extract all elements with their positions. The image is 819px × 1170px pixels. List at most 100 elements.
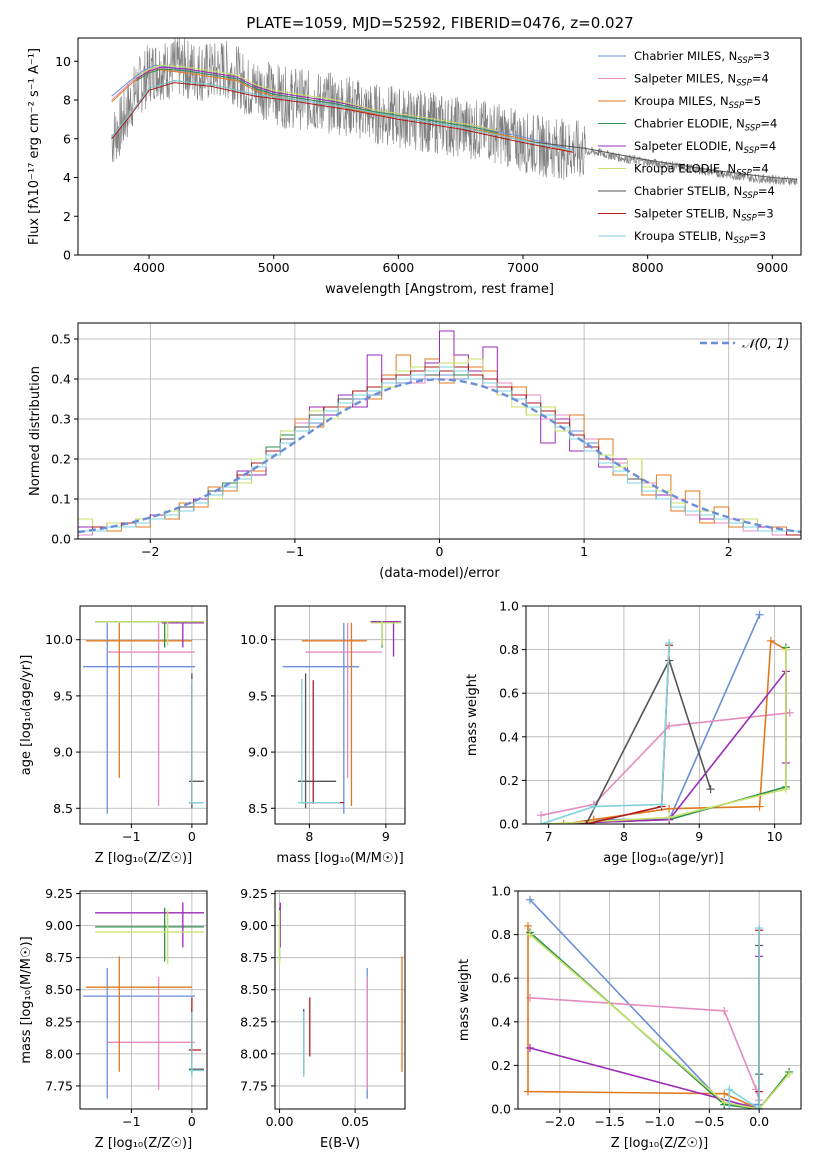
x-tick-label: −1 — [122, 1114, 140, 1129]
y-axis-label: mass weight — [457, 959, 472, 1041]
x-axis-label: Z [log₁₀(Z/Z☉)] — [95, 851, 192, 866]
x-tick-label: 8 — [305, 829, 313, 844]
panel-residuals: −2 −1 0 1 2 0.0 0.1 0.2 0.3 0.4 0.5 (data-model)/er… — [28, 322, 802, 581]
model-spectrum-line — [111, 82, 573, 153]
y-tick-label: 8.25 — [240, 1014, 268, 1029]
x-tick-label: 5000 — [258, 260, 290, 275]
model-spectrum-line — [111, 80, 573, 151]
weight-series-line — [593, 614, 761, 821]
legend: Chabrier MILES, NSSP=3 Salpeter MILES, NS… — [598, 49, 777, 246]
y-axis-label: Normed distribution — [28, 366, 43, 496]
weight-series-line — [540, 643, 670, 824]
y-tick-label: 0.4 — [51, 372, 71, 387]
y-tick-label: 8.5 — [53, 801, 73, 816]
y-axis-label: mass [log₁₀(M/M☉)] — [19, 936, 34, 1063]
y-tick-label: 0.2 — [491, 1058, 511, 1073]
y-tick-label: 7.75 — [45, 1078, 73, 1093]
weight-series-line — [529, 997, 760, 1101]
y-axis-label: Flux [fλ10⁻¹⁷ erg cm⁻² s⁻¹ A⁻¹] — [27, 48, 42, 245]
y-tick-label: 9.00 — [45, 918, 73, 933]
legend-label: Kroupa STELIB, NSSP=3 — [634, 229, 766, 246]
panel-spectrum: 4000 5000 6000 7000 8000 9000 0 2 4 6 8 10 wavelengt… — [27, 37, 802, 297]
y-tick-label: 0.3 — [51, 412, 71, 427]
x-tick-label: 4000 — [133, 260, 165, 275]
plot-frame — [79, 605, 208, 825]
x-tick-label: 7000 — [507, 260, 539, 275]
x-tick-label: −1 — [122, 829, 140, 844]
x-tick-label: 8 — [620, 829, 628, 844]
legend-label: 𝒩(0, 1) — [742, 337, 789, 352]
y-tick-label: 1.0 — [491, 884, 511, 899]
y-tick-label: 9.25 — [240, 886, 268, 901]
y-tick-label: 8.5 — [248, 801, 268, 816]
plot-frame — [274, 890, 406, 1110]
y-tick-label: 8.75 — [45, 950, 73, 965]
legend-label: Salpeter MILES, NSSP=4 — [634, 72, 769, 89]
panel-weight_vs_Z: −2.0 −1.5 −1.0 −0.5 0.0 0.0 0.2 0.4 0.6 0.8 1.0 Z [… — [457, 884, 802, 1151]
y-tick-label: 0.5 — [51, 332, 71, 347]
legend-label: Salpeter ELODIE, NSSP=4 — [634, 139, 776, 156]
y-tick-label: 0.2 — [51, 452, 71, 467]
legend-label: Salpeter STELIB, NSSP=3 — [634, 207, 774, 224]
legend-label: Chabrier MILES, NSSP=3 — [634, 49, 770, 66]
plot-area — [83, 902, 204, 1099]
panel-age_vs_Z: −1 0 8.5 9.0 9.5 10.0 Z [log₁₀(Z/Z☉)] age [log₁… — [19, 605, 208, 866]
weight-series-line — [540, 712, 790, 817]
x-tick-label: −1.0 — [644, 1114, 674, 1129]
y-tick-label: 0.0 — [491, 1102, 511, 1117]
x-tick-label: −1.5 — [594, 1114, 624, 1129]
plot-area — [278, 902, 403, 1099]
x-axis-label: mass [log₁₀(M/M☉)] — [276, 851, 403, 866]
y-tick-label: 0.4 — [499, 729, 519, 744]
y-tick-label: 0.6 — [491, 971, 511, 986]
y-tick-label: 1.0 — [499, 599, 519, 614]
y-tick-label: 10.0 — [240, 632, 268, 647]
y-tick-label: 9.00 — [240, 918, 268, 933]
panel-age_vs_mass: 8 9 8.5 9.0 9.5 10.0 mass [log₁₀(M/M☉)] — [240, 605, 406, 866]
y-tick-label: 0.4 — [491, 1014, 511, 1029]
y-tick-label: 0.6 — [499, 686, 519, 701]
y-tick-label: 0.8 — [491, 927, 511, 942]
y-tick-label: 10 — [55, 54, 71, 69]
x-tick-label: 9000 — [756, 260, 788, 275]
x-tick-label: 9 — [382, 829, 390, 844]
x-tick-label: 0.05 — [341, 1114, 369, 1129]
plot-frame — [517, 890, 802, 1110]
y-tick-label: 8.50 — [240, 982, 268, 997]
plot-area — [111, 38, 798, 186]
plot-area — [282, 620, 402, 814]
y-tick-label: 9.5 — [248, 688, 268, 703]
plot-area — [78, 330, 801, 539]
histogram-series — [78, 366, 801, 539]
x-axis-label: Z [log₁₀(Z/Z☉)] — [95, 1136, 192, 1151]
figure-title: PLATE=1059, MJD=52592, FIBERID=0476, z=0… — [246, 14, 633, 32]
y-axis-label: age [log₁₀(age/yr)] — [19, 655, 34, 776]
plot-frame — [525, 605, 802, 825]
plot-area — [523, 895, 794, 1109]
panel-weight_vs_age: 7 8 9 10 0.0 0.2 0.4 0.6 0.8 1.0 age [log₁₀(age/yr… — [465, 599, 802, 866]
y-tick-label: 8.00 — [240, 1046, 268, 1061]
y-tick-label: 9.0 — [248, 745, 268, 760]
weight-series-line — [527, 925, 760, 1109]
x-axis-label: wavelength [Angstrom, rest frame] — [325, 282, 554, 297]
plot-frame — [79, 890, 208, 1110]
legend-label: Chabrier ELODIE, NSSP=4 — [634, 117, 777, 134]
plot-frame — [77, 322, 802, 540]
x-axis-label: E(B-V) — [320, 1136, 360, 1151]
x-tick-label: 0.00 — [266, 1114, 294, 1129]
x-axis-label: Z [log₁₀(Z/Z☉)] — [611, 1136, 708, 1151]
panel-mass_vs_Z: −1 0 7.75 8.00 8.25 8.50 8.75 9.00 9.25 Z [log₁₀(… — [19, 886, 208, 1151]
y-tick-label: 0.1 — [51, 492, 71, 507]
y-tick-label: 0.8 — [499, 642, 519, 657]
x-axis-label: age [log₁₀(age/yr)] — [603, 851, 724, 866]
weight-series-line — [586, 645, 670, 824]
weight-series-line — [585, 658, 712, 824]
x-tick-label: 1 — [580, 544, 588, 559]
y-tick-label: 6 — [63, 131, 71, 146]
y-tick-label: 4 — [63, 170, 71, 185]
plot-frame — [77, 37, 802, 256]
y-axis-label: mass weight — [465, 674, 480, 756]
y-tick-label: 8.25 — [45, 1014, 73, 1029]
model-spectrum-line — [136, 64, 499, 132]
